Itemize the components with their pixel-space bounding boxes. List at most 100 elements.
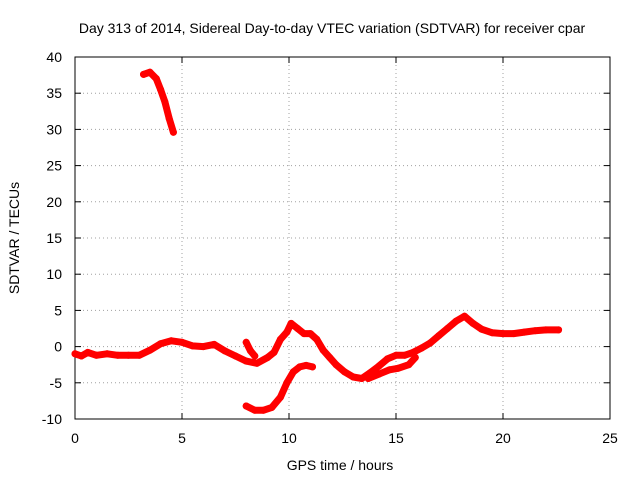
data-point (242, 402, 250, 410)
data-point (364, 375, 372, 382)
data-point (157, 340, 165, 348)
data-point (232, 352, 239, 360)
x-tick-label: 20 (495, 430, 511, 446)
y-tick-label: 5 (54, 302, 62, 318)
x-tick-label: 15 (388, 430, 404, 446)
data-point (221, 347, 229, 355)
data-point (189, 342, 197, 350)
data-point (146, 346, 154, 354)
data-point (443, 325, 451, 332)
data-point (287, 319, 295, 327)
y-tick-label: 25 (46, 158, 62, 174)
data-point (375, 362, 383, 370)
y-tick-label: 35 (46, 85, 62, 101)
y-axis-label: SDTVAR / TECUs (6, 182, 22, 294)
data-point (84, 348, 92, 356)
x-tick-label: 0 (71, 430, 79, 446)
y-tick-label: 40 (46, 49, 62, 65)
data-point (401, 351, 409, 359)
data-point (392, 351, 400, 359)
x-tick-label: 5 (178, 430, 186, 446)
data-point (326, 354, 334, 361)
data-point (332, 361, 340, 369)
tick-labels: 0 5 10 15 20 25 -10 -5 0 5 10 15 20 25 30 35 40 (42, 49, 618, 446)
y-tick-label: 10 (46, 266, 62, 282)
data-point (418, 344, 426, 352)
data-point (478, 325, 486, 333)
data-point (296, 363, 304, 371)
x-axis-label: GPS time / hours (287, 457, 394, 473)
data-point (405, 361, 413, 369)
data-point (435, 332, 443, 340)
data-point (386, 366, 394, 374)
data-point (319, 346, 327, 354)
data-point (276, 335, 284, 343)
data-point (358, 375, 366, 382)
data-point (103, 350, 111, 358)
data-point (276, 393, 284, 401)
chart-title: Day 313 of 2014, Sidereal Day-to-day VTE… (79, 20, 586, 36)
data-point (394, 364, 402, 372)
data-point (300, 330, 308, 338)
data-point (71, 350, 79, 358)
data-point (499, 330, 507, 338)
data-point (251, 406, 259, 414)
y-tick-label: 20 (46, 194, 62, 210)
data-point (135, 351, 143, 359)
data-point (140, 70, 147, 78)
data-point (268, 403, 276, 411)
data-point (169, 128, 177, 136)
data-point (289, 368, 297, 376)
data-point (161, 98, 169, 106)
axis-ticks (74, 56, 611, 420)
data-point (461, 312, 468, 320)
data-point (542, 326, 550, 334)
data-point (253, 359, 261, 367)
data-point (242, 357, 250, 365)
data-point (264, 354, 272, 361)
data-point (270, 348, 278, 356)
data-point (349, 373, 357, 381)
data-point (199, 343, 207, 351)
y-tick-label: -10 (42, 411, 62, 427)
data-point (555, 326, 563, 334)
data-point (146, 68, 154, 76)
y-tick-label: 15 (46, 230, 62, 246)
data-point (77, 352, 85, 360)
data-point (531, 327, 539, 335)
data-point (469, 319, 477, 327)
data-point (488, 329, 496, 337)
y-tick-label: 30 (46, 121, 62, 137)
data-point (210, 340, 218, 348)
data-point (411, 354, 419, 361)
data-point (251, 352, 259, 360)
data-point (452, 317, 460, 325)
data-series (71, 68, 563, 414)
data-point (520, 328, 528, 336)
data-point (242, 338, 250, 346)
data-point (313, 335, 321, 343)
data-point (375, 370, 383, 378)
data-point (510, 330, 518, 338)
data-point (92, 351, 100, 359)
data-point (306, 330, 314, 338)
data-point (383, 355, 391, 363)
data-point (152, 75, 160, 83)
y-tick-label: -5 (50, 375, 63, 391)
grid-lines (75, 57, 610, 419)
x-tick-label: 10 (281, 430, 297, 446)
x-tick-label: 25 (602, 430, 618, 446)
data-point (114, 351, 122, 359)
data-point (309, 363, 316, 371)
data-point (178, 338, 186, 346)
data-point (157, 86, 165, 94)
data-point (294, 325, 302, 332)
data-point (165, 115, 173, 122)
data-point (426, 339, 434, 347)
data-point (259, 406, 267, 414)
y-tick-label: 0 (54, 339, 62, 355)
data-point (283, 328, 291, 336)
data-point (125, 351, 132, 359)
